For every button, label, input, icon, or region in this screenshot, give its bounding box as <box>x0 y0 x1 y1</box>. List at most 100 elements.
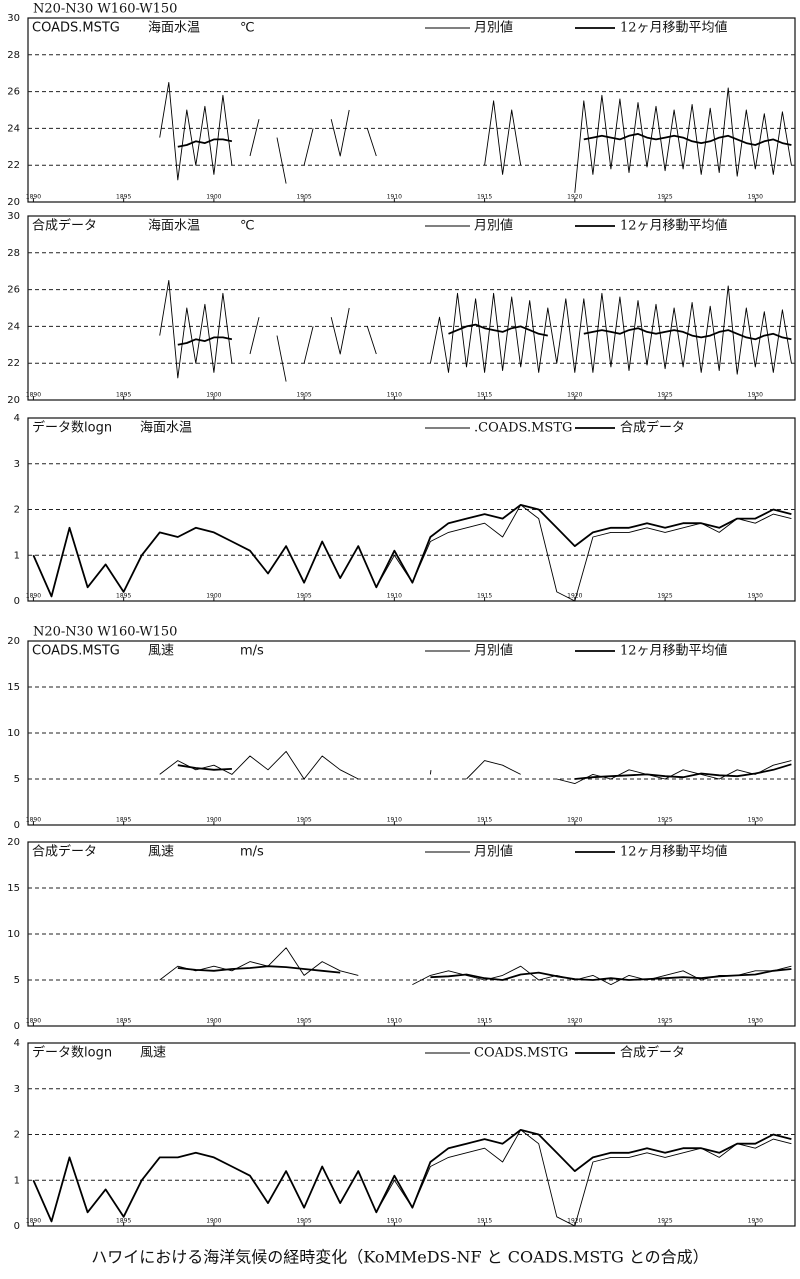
x-tick-label: 1925 <box>657 593 672 600</box>
x-tick-label: 1915 <box>477 392 492 399</box>
panel-variable: 海面水温 <box>148 21 200 36</box>
legend-label: 12ヶ月移動平均値 <box>620 844 728 860</box>
x-tick-label: 1915 <box>477 194 492 201</box>
legend-label: .COADS.MSTG <box>474 421 572 436</box>
x-tick-label: 1930 <box>748 593 763 600</box>
y-tick-label: 22 <box>7 160 20 171</box>
series-line <box>32 1129 792 1227</box>
y-tick-label: 10 <box>7 929 20 940</box>
legend-label: COADS.MSTG <box>474 1046 568 1061</box>
y-tick-label: 22 <box>7 358 20 369</box>
panel-source: 合成データ <box>32 844 97 860</box>
x-tick-label: 1920 <box>567 194 582 201</box>
y-tick-label: 0 <box>14 1021 20 1032</box>
x-tick-label: 1895 <box>116 392 131 399</box>
caption: ハワイにおける海洋気候の経時変化（KoMMeDS-NF と COADS.MSTG… <box>91 1248 708 1267</box>
y-tick-label: 30 <box>7 211 20 222</box>
x-tick-label: 1920 <box>567 1018 582 1025</box>
legend-label: 月別値 <box>474 643 513 659</box>
series-line <box>32 504 792 602</box>
x-tick-label: 1900 <box>206 593 221 600</box>
x-tick-label: 1905 <box>296 194 311 201</box>
panel-source: COADS.MSTG <box>32 21 120 36</box>
x-tick-label: 1930 <box>748 194 763 201</box>
y-tick-label: 3 <box>14 1084 20 1095</box>
series-line <box>177 763 792 780</box>
plot-frame <box>27 17 796 203</box>
x-tick-label: 1895 <box>116 1018 131 1025</box>
plot-frame <box>27 215 796 401</box>
x-tick-label: 1925 <box>657 392 672 399</box>
y-tick-label: 5 <box>14 774 20 785</box>
series-line <box>159 81 792 193</box>
y-tick-label: 1 <box>14 1175 20 1186</box>
x-tick-label: 1890 <box>26 392 41 399</box>
y-tick-label: 15 <box>7 883 20 894</box>
y-tick-label: 2 <box>14 505 20 516</box>
series-line <box>159 279 792 382</box>
x-tick-label: 1905 <box>296 1018 311 1025</box>
x-tick-label: 1910 <box>387 593 402 600</box>
x-tick-label: 1905 <box>296 1218 311 1225</box>
x-tick-label: 1890 <box>26 817 41 824</box>
x-tick-label: 1895 <box>116 817 131 824</box>
x-tick-label: 1905 <box>296 392 311 399</box>
region-label: N20-N30 W160-W150 <box>33 2 177 17</box>
x-tick-label: 1925 <box>657 817 672 824</box>
legend-label: 月別値 <box>474 218 513 234</box>
y-tick-label: 20 <box>7 197 20 208</box>
x-tick-label: 1925 <box>657 1018 672 1025</box>
panel-variable: 海面水温 <box>148 219 200 234</box>
series-line <box>177 323 792 346</box>
y-tick-label: 4 <box>14 1038 20 1049</box>
x-tick-label: 1890 <box>26 1018 41 1025</box>
y-tick-label: 30 <box>7 13 20 24</box>
series-line <box>159 947 792 986</box>
y-tick-label: 5 <box>14 975 20 986</box>
y-tick-label: 10 <box>7 728 20 739</box>
y-tick-label: 2 <box>14 1130 20 1141</box>
legend-label: 月別値 <box>474 20 513 36</box>
y-tick-label: 28 <box>7 248 20 259</box>
region-label: N20-N30 W160-W150 <box>33 625 177 640</box>
panel-variable: 風速 <box>148 845 174 860</box>
series-line <box>32 1129 792 1223</box>
x-tick-label: 1900 <box>206 817 221 824</box>
x-tick-label: 1890 <box>26 593 41 600</box>
x-tick-label: 1930 <box>748 392 763 399</box>
x-tick-label: 1915 <box>477 1018 492 1025</box>
y-tick-label: 0 <box>14 820 20 831</box>
y-tick-label: 1 <box>14 550 20 561</box>
panel-source: データ数logn <box>32 420 112 436</box>
panel-unit: m/s <box>240 845 264 860</box>
y-tick-label: 3 <box>14 459 20 470</box>
x-tick-label: 1925 <box>657 1218 672 1225</box>
legend-label: 12ヶ月移動平均値 <box>620 20 728 36</box>
x-tick-label: 1915 <box>477 593 492 600</box>
x-tick-label: 1900 <box>206 392 221 399</box>
x-tick-label: 1910 <box>387 817 402 824</box>
series-line <box>32 504 792 598</box>
panel-variable: 風速 <box>148 644 174 659</box>
legend-label: 月別値 <box>474 844 513 860</box>
y-tick-label: 4 <box>14 413 20 424</box>
x-tick-label: 1920 <box>567 593 582 600</box>
legend-label: 12ヶ月移動平均値 <box>620 218 728 234</box>
series-line <box>159 750 792 785</box>
x-tick-label: 1910 <box>387 392 402 399</box>
legend-label: 合成データ <box>620 1045 685 1061</box>
x-tick-label: 1915 <box>477 1218 492 1225</box>
x-tick-label: 1930 <box>748 1218 763 1225</box>
y-tick-label: 26 <box>7 285 20 296</box>
x-tick-label: 1900 <box>206 1218 221 1225</box>
x-tick-label: 1910 <box>387 194 402 201</box>
x-tick-label: 1930 <box>748 1018 763 1025</box>
x-tick-label: 1930 <box>748 817 763 824</box>
y-tick-label: 0 <box>14 596 20 607</box>
y-tick-label: 26 <box>7 87 20 98</box>
x-tick-label: 1925 <box>657 194 672 201</box>
x-tick-label: 1915 <box>477 817 492 824</box>
x-tick-label: 1910 <box>387 1218 402 1225</box>
panel-variable: 海面水温 <box>140 421 192 436</box>
